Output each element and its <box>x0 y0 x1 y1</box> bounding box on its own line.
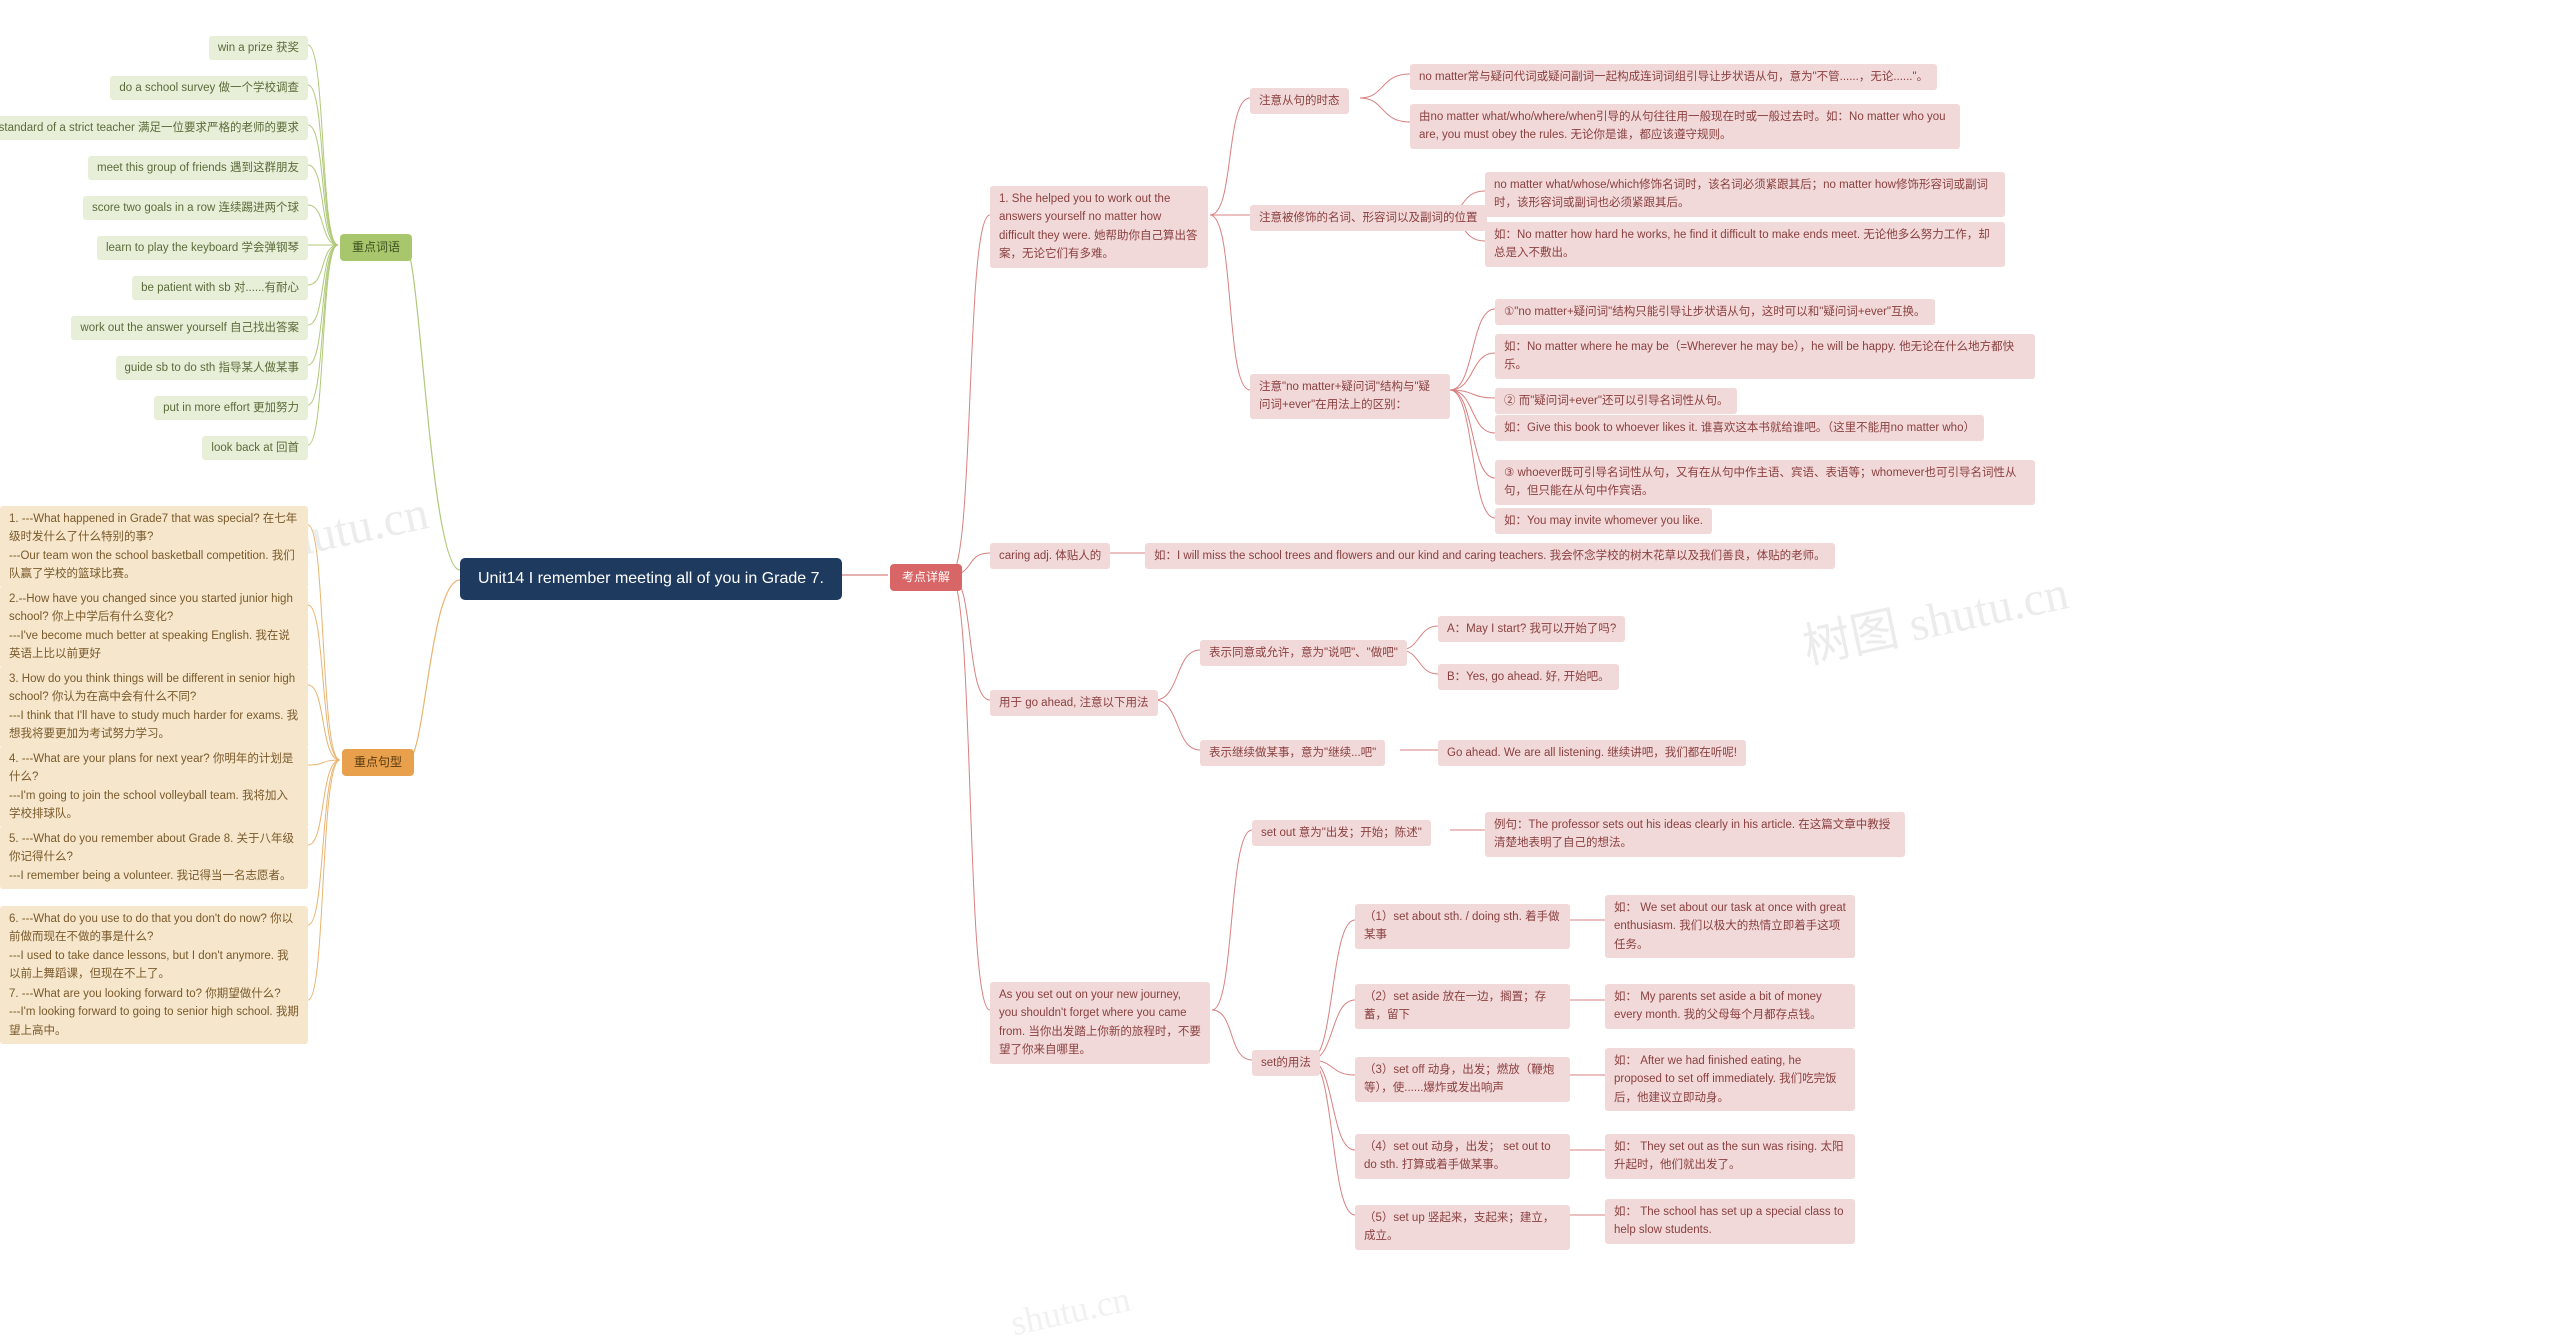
watermark: shutu.cn <box>1007 1278 1134 1344</box>
sentence-item: 4. ---What are your plans for next year?… <box>0 746 308 828</box>
usage-item-l: （3）set off 动身，出发；燃放（鞭炮等），使......爆炸或发出响声 <box>1355 1057 1570 1102</box>
vocab-item: meet this group of friends 遇到这群朋友 <box>88 156 308 180</box>
sentence-item: 1. ---What happened in Grade7 that was s… <box>0 506 308 588</box>
vocab-item: be patient with sb 对......有耐心 <box>132 276 308 300</box>
k4-setout-label: set out 意为"出发；开始；陈述" <box>1252 820 1431 846</box>
k4-setout-text: 例句：The professor sets out his ideas clea… <box>1485 812 1905 857</box>
k1-sub1-label: 注意从句的时态 <box>1250 88 1349 114</box>
vocab-item: put in more effort 更加努力 <box>154 396 308 420</box>
k1-sub3-label: 注意"no matter+疑问词"结构与"疑问词+ever"在用法上的区别： <box>1250 374 1450 419</box>
usage-item-l: （5）set up 竖起来，支起来；建立，成立。 <box>1355 1205 1570 1250</box>
k1-sub1-item: no matter常与疑问代词或疑问副词一起构成连词词组引导让步状语从句，意为"… <box>1410 64 1937 90</box>
connector-lines <box>0 0 2560 1341</box>
vocab-item: meet the standard of a strict teacher 满足… <box>0 116 308 140</box>
k1-sub3-item: ② 而"疑问词+ever"还可以引导名词性从句。 <box>1495 388 1737 414</box>
usage-item-r: 如： After we had finished eating, he prop… <box>1605 1048 1855 1111</box>
branch-details-label: 考点详解 <box>890 564 962 591</box>
k1-sub3-item: ①"no matter+疑问词"结构只能引导让步状语从句，这时可以和"疑问词+e… <box>1495 299 1935 325</box>
k3-sub1-item: A：May I start? 我可以开始了吗? <box>1438 616 1625 642</box>
usage-item-r: 如： My parents set aside a bit of money e… <box>1605 984 1855 1029</box>
k3-sub2-text: Go ahead. We are all listening. 继续讲吧，我们都… <box>1438 740 1746 766</box>
k1-sub2-label: 注意被修饰的名词、形容词以及副词的位置 <box>1250 205 1487 231</box>
usage-item-l: （1）set about sth. / doing sth. 着手做某事 <box>1355 904 1570 949</box>
branch-sentences-label: 重点句型 <box>342 749 414 776</box>
k1-sub2-item: 如：No matter how hard he works, he find i… <box>1485 222 2005 267</box>
center-title: Unit14 I remember meeting all of you in … <box>460 558 842 600</box>
sentence-item: 5. ---What do you remember about Grade 8… <box>0 826 308 889</box>
usage-item-r: 如： They set out as the sun was rising. 太… <box>1605 1134 1855 1179</box>
k1-text: 1. She helped you to work out the answer… <box>990 186 1208 268</box>
branch-vocab-label: 重点词语 <box>340 234 412 261</box>
k2-label: caring adj. 体贴人的 <box>990 543 1110 569</box>
k3-sub2-label: 表示继续做某事，意为"继续...吧" <box>1200 740 1385 766</box>
k1-sub3-item: 如：You may invite whomever you like. <box>1495 508 1712 534</box>
k1-sub3-item: 如：No matter where he may be（=Wherever he… <box>1495 334 2035 379</box>
k2-text: 如：I will miss the school trees and flowe… <box>1145 543 1835 569</box>
sentence-item: 3. How do you think things will be diffe… <box>0 666 308 748</box>
vocab-item: learn to play the keyboard 学会弹钢琴 <box>97 236 308 260</box>
sentence-item: 6. ---What do you use to do that you don… <box>0 906 308 988</box>
usage-item-l: （4）set out 动身，出发； set out to do sth. 打算或… <box>1355 1134 1570 1179</box>
vocab-item: score two goals in a row 连续踢进两个球 <box>83 196 308 220</box>
vocab-item: guide sb to do sth 指导某人做某事 <box>116 356 308 380</box>
k1-sub3-item: ③ whoever既可引导名词性从句，又有在从句中作主语、宾语、表语等；whom… <box>1495 460 2035 505</box>
usage-item-l: （2）set aside 放在一边，搁置；存蓄，留下 <box>1355 984 1570 1029</box>
k4-usage-label: set的用法 <box>1252 1050 1320 1076</box>
k1-sub2-item: no matter what/whose/which修饰名词时，该名词必须紧跟其… <box>1485 172 2005 217</box>
sentence-item: 7. ---What are you looking forward to? 你… <box>0 981 308 1044</box>
k1-sub3-item: 如：Give this book to whoever likes it. 谁喜… <box>1495 415 1984 441</box>
vocab-item: look back at 回首 <box>202 436 308 460</box>
k1-sub1-item: 由no matter what/who/where/when引导的从句往往用一般… <box>1410 104 1960 149</box>
k3-sub1-item: B：Yes, go ahead. 好, 开始吧。 <box>1438 664 1619 690</box>
watermark: 树图 shutu.cn <box>1796 553 2074 677</box>
sentence-item: 2.--How have you changed since you start… <box>0 586 308 668</box>
vocab-item: do a school survey 做一个学校调查 <box>110 76 308 100</box>
k3-label: 用于 go ahead, 注意以下用法 <box>990 690 1158 716</box>
vocab-item: work out the answer yourself 自己找出答案 <box>71 316 308 340</box>
k4-text: As you set out on your new journey, you … <box>990 982 1210 1064</box>
k3-sub1-label: 表示同意或允许，意为"说吧"、"做吧" <box>1200 640 1407 666</box>
usage-item-r: 如： We set about our task at once with gr… <box>1605 895 1855 958</box>
vocab-item: win a prize 获奖 <box>209 36 308 60</box>
usage-item-r: 如： The school has set up a special class… <box>1605 1199 1855 1244</box>
